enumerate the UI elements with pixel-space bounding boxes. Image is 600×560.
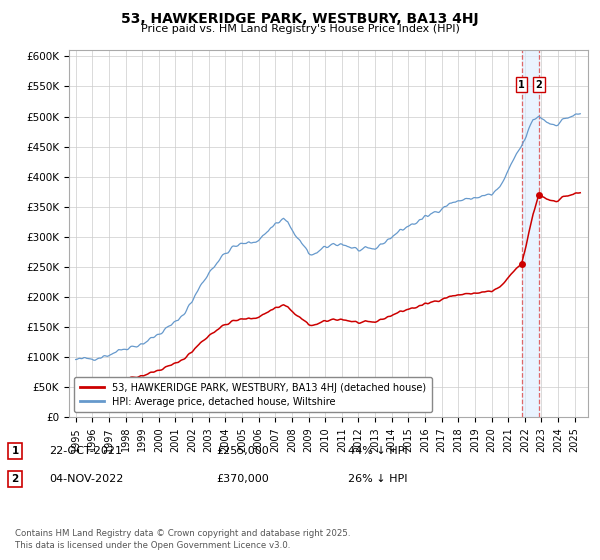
Bar	[521, 50, 539, 417]
Text: 22-OCT-2021: 22-OCT-2021	[49, 446, 122, 456]
Text: 04-NOV-2022: 04-NOV-2022	[49, 474, 124, 484]
Text: £370,000: £370,000	[216, 474, 269, 484]
Text: 1: 1	[11, 446, 19, 456]
Text: £255,000: £255,000	[216, 446, 269, 456]
Text: 44% ↓ HPI: 44% ↓ HPI	[348, 446, 407, 456]
Text: 2: 2	[11, 474, 19, 484]
Text: 2: 2	[535, 80, 542, 90]
Text: 53, HAWKERIDGE PARK, WESTBURY, BA13 4HJ: 53, HAWKERIDGE PARK, WESTBURY, BA13 4HJ	[121, 12, 479, 26]
Text: Contains HM Land Registry data © Crown copyright and database right 2025.
This d: Contains HM Land Registry data © Crown c…	[15, 529, 350, 550]
Text: Price paid vs. HM Land Registry's House Price Index (HPI): Price paid vs. HM Land Registry's House …	[140, 24, 460, 34]
Text: 1: 1	[518, 80, 525, 90]
Legend: 53, HAWKERIDGE PARK, WESTBURY, BA13 4HJ (detached house), HPI: Average price, de: 53, HAWKERIDGE PARK, WESTBURY, BA13 4HJ …	[74, 377, 432, 412]
Text: 26% ↓ HPI: 26% ↓ HPI	[348, 474, 407, 484]
